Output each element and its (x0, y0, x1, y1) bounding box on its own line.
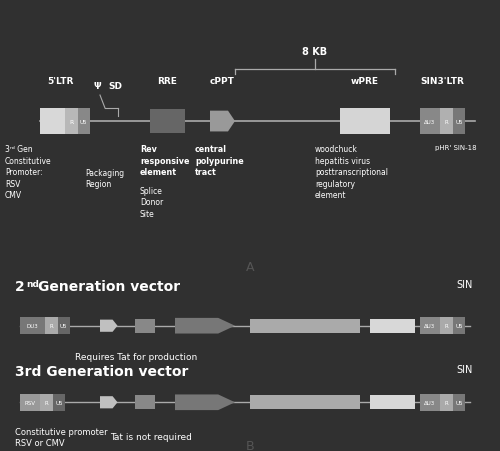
Text: R: R (444, 400, 448, 405)
Bar (58, 318, 70, 335)
Text: central
polypurine
tract: central polypurine tract (195, 145, 244, 177)
Text: RRE: RRE (158, 77, 178, 86)
Text: DU3: DU3 (26, 323, 38, 328)
Bar (420, 109, 440, 135)
Text: cPPT: cPPT (210, 77, 235, 86)
Polygon shape (175, 318, 235, 334)
Text: 8 KB: 8 KB (302, 47, 328, 57)
Text: ΔU3: ΔU3 (424, 119, 436, 124)
Bar (440, 394, 452, 411)
Text: U5: U5 (455, 323, 462, 328)
Text: SD: SD (108, 82, 122, 91)
Text: Ψ: Ψ (94, 82, 102, 91)
Bar (452, 394, 465, 411)
Text: wPRE: wPRE (351, 77, 379, 86)
Bar (135, 319, 155, 333)
Text: Packaging
Region: Packaging Region (85, 169, 124, 189)
Bar (135, 396, 155, 410)
Text: Tat is not required: Tat is not required (110, 432, 192, 441)
Text: U5: U5 (455, 119, 462, 124)
Bar (40, 109, 65, 135)
Text: A: A (246, 261, 254, 273)
Polygon shape (175, 395, 235, 410)
Text: RSV: RSV (24, 400, 36, 405)
Text: U5: U5 (455, 400, 462, 405)
Text: R: R (50, 323, 53, 328)
Polygon shape (100, 396, 117, 409)
Text: 2: 2 (15, 279, 25, 293)
Bar (20, 394, 40, 411)
Bar (420, 394, 440, 411)
Text: R: R (444, 119, 448, 124)
Text: U5: U5 (60, 323, 68, 328)
Text: Rev
responsive
element: Rev responsive element (140, 145, 190, 177)
Text: ΔU3: ΔU3 (424, 323, 436, 328)
Text: ΔU3: ΔU3 (424, 400, 436, 405)
Text: Splice
Donor
Site: Splice Donor Site (140, 187, 163, 218)
Bar (150, 110, 185, 133)
Text: R: R (444, 323, 448, 328)
Bar (452, 109, 465, 135)
Text: SIN3'LTR: SIN3'LTR (420, 77, 465, 86)
Bar (45, 318, 58, 335)
Text: 5'LTR: 5'LTR (47, 77, 73, 86)
Bar (440, 318, 452, 335)
Text: R: R (69, 119, 73, 124)
Bar (370, 319, 415, 333)
Text: pHR' SIN-18: pHR' SIN-18 (435, 145, 476, 151)
Text: Generation vector: Generation vector (38, 279, 180, 293)
Bar (452, 318, 465, 335)
Bar (250, 396, 360, 410)
Text: 3ʳᵈ Gen
Constitutive
Promoter:
RSV
CMV: 3ʳᵈ Gen Constitutive Promoter: RSV CMV (5, 145, 52, 200)
Bar (52, 394, 65, 411)
Bar (250, 319, 360, 333)
Bar (440, 109, 452, 135)
Text: woodchuck
hepatitis virus
posttranscriptional
regulatory
element: woodchuck hepatitis virus posttranscript… (315, 145, 388, 200)
Bar (40, 394, 52, 411)
Polygon shape (100, 320, 117, 332)
Bar (20, 318, 45, 335)
Text: Constitutive promoter
RSV or CMV: Constitutive promoter RSV or CMV (15, 427, 108, 447)
Bar (340, 109, 390, 135)
Text: 3rd Generation vector: 3rd Generation vector (15, 364, 188, 378)
Text: U5: U5 (80, 119, 88, 124)
Polygon shape (210, 111, 235, 132)
Text: SIN: SIN (457, 364, 473, 374)
Bar (420, 318, 440, 335)
Bar (78, 109, 90, 135)
Text: R: R (44, 400, 48, 405)
Bar (65, 109, 78, 135)
Bar (370, 396, 415, 410)
Text: Requires Tat for production: Requires Tat for production (75, 352, 197, 361)
Text: nd: nd (26, 279, 39, 288)
Text: B: B (246, 439, 254, 451)
Text: SIN: SIN (457, 279, 473, 289)
Text: U5: U5 (55, 400, 62, 405)
